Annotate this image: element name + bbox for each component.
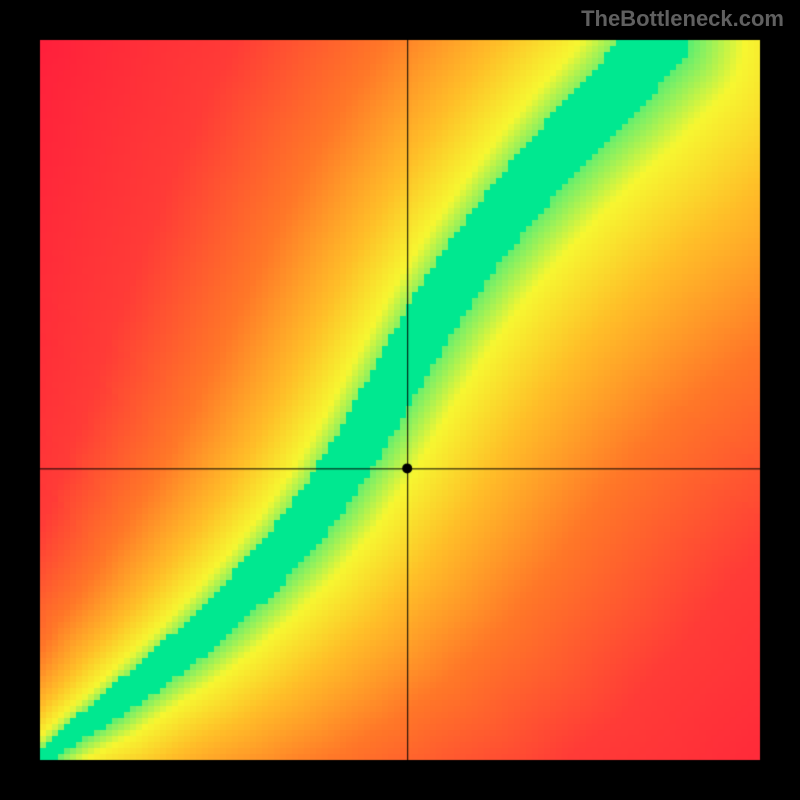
chart-container: TheBottleneck.com xyxy=(0,0,800,800)
watermark-text: TheBottleneck.com xyxy=(581,6,784,32)
heatmap-canvas xyxy=(0,0,800,800)
